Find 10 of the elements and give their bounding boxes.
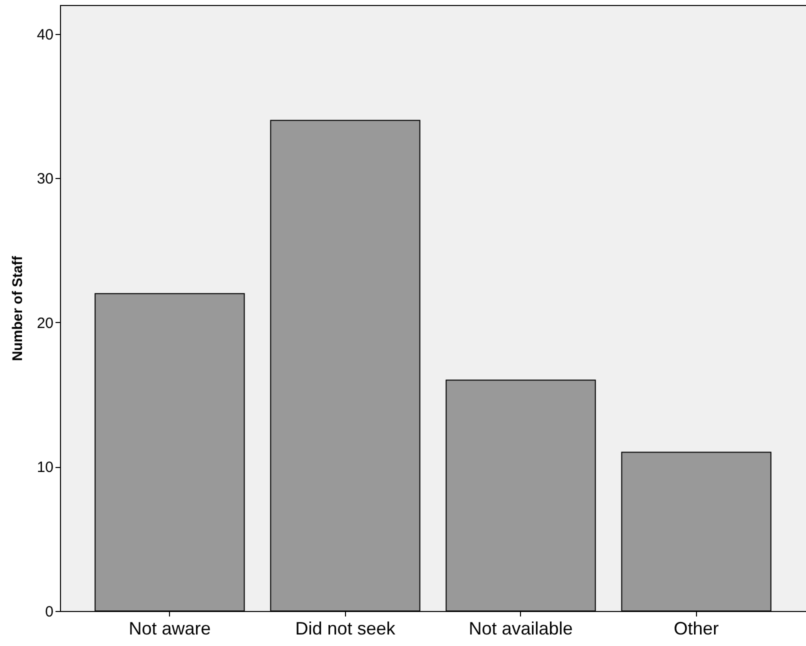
x-tick-label: Other [674, 618, 719, 638]
x-tick-label: Not available [468, 618, 573, 638]
x-tick-label: Not aware [128, 618, 211, 638]
y-tick-label: 0 [45, 604, 54, 620]
y-tick-label: 40 [36, 26, 54, 44]
y-tick-label: 20 [36, 314, 54, 332]
y-axis-title: Number of Staff [8, 256, 25, 361]
y-tick-label: 10 [36, 459, 54, 476]
y-tick-label: 30 [36, 170, 54, 188]
x-tick-label: Did not seek [295, 618, 396, 638]
